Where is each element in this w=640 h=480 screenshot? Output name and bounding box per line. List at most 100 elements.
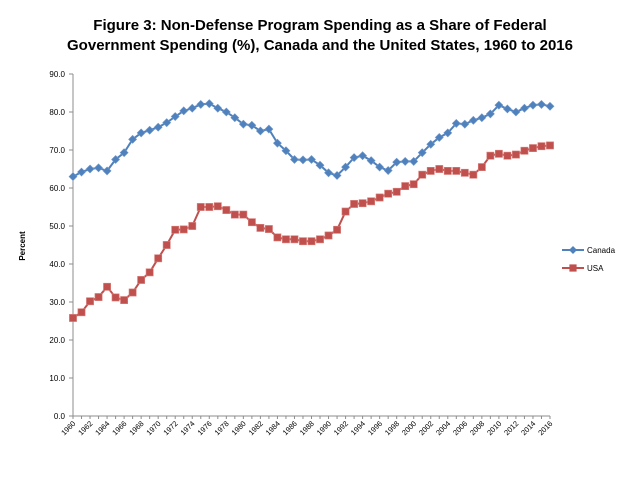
data-point [179, 106, 189, 116]
x-tick-label: 1990 [315, 419, 333, 437]
data-point [86, 297, 94, 306]
data-point [281, 146, 291, 156]
data-point [358, 151, 368, 161]
data-point [367, 197, 376, 206]
data-point [333, 225, 341, 234]
data-point [221, 107, 231, 117]
data-point [528, 100, 538, 110]
data-point [77, 167, 86, 177]
data-point [120, 296, 129, 304]
data-point [426, 167, 435, 175]
data-point [85, 164, 95, 174]
data-point [409, 156, 419, 166]
data-point [188, 222, 197, 230]
x-tick-label: 1986 [281, 419, 299, 437]
y-tick-label: 70.0 [49, 146, 65, 155]
x-tick-label: 2012 [502, 419, 520, 437]
x-tick-label: 1980 [230, 419, 248, 437]
data-point [375, 162, 385, 172]
data-point [418, 170, 427, 179]
data-point [273, 138, 282, 148]
x-tick-label: 1988 [298, 419, 316, 437]
data-point [469, 170, 478, 179]
data-point [358, 199, 367, 208]
legend-swatch-marker [569, 264, 577, 272]
data-point [366, 156, 376, 166]
legend-swatch-marker [569, 246, 577, 254]
chart-title-line-2: Government Spending (%), Canada and the … [67, 37, 573, 54]
legend-label: USA [587, 264, 604, 273]
x-tick-label: 2002 [417, 419, 435, 437]
data-point [187, 103, 197, 113]
data-point [545, 101, 555, 111]
x-tick-label: 2006 [451, 419, 469, 437]
y-tick-label: 90.0 [49, 70, 65, 79]
data-point [282, 235, 290, 244]
data-point [94, 293, 103, 301]
data-point [350, 200, 358, 208]
data-point [128, 288, 137, 297]
data-point [171, 225, 180, 234]
data-point [434, 133, 444, 142]
data-point [460, 168, 469, 177]
chart-title-line-1: Figure 3: Non-Defense Program Spending a… [93, 17, 547, 34]
data-point [316, 235, 324, 244]
data-point [128, 134, 138, 144]
legend-item-usa: USA [562, 264, 604, 273]
y-axis-title: Percent [18, 231, 27, 261]
data-point [145, 268, 154, 277]
data-point [230, 210, 239, 219]
data-point [486, 151, 495, 160]
data-point [417, 148, 427, 158]
x-tick-label: 1962 [76, 419, 94, 437]
data-point [502, 104, 512, 114]
data-point [392, 187, 401, 196]
data-point [153, 122, 163, 132]
x-tick-label: 2008 [468, 419, 486, 437]
data-point [273, 233, 282, 242]
data-point [213, 202, 222, 211]
data-point [392, 157, 402, 167]
data-point [298, 155, 308, 165]
data-point [426, 139, 436, 149]
y-tick-label: 30.0 [49, 298, 65, 307]
data-point [179, 225, 188, 234]
y-tick-label: 80.0 [49, 108, 65, 117]
data-point [546, 141, 554, 150]
data-point [485, 109, 495, 119]
legend-label: Canada [587, 246, 616, 255]
data-point [68, 172, 78, 182]
data-point [400, 156, 410, 166]
data-point [213, 103, 223, 113]
data-point [111, 293, 120, 302]
data-point [196, 203, 205, 211]
data-point [383, 166, 393, 175]
series-line [72, 144, 551, 319]
data-point [204, 99, 214, 109]
data-point [460, 119, 470, 129]
chart-title: Figure 3: Non-Defense Program Spending a… [0, 16, 640, 56]
data-point [307, 155, 316, 164]
data-point [102, 166, 112, 176]
data-point [170, 112, 180, 121]
x-tick-label: 1998 [383, 419, 401, 437]
y-tick-label: 20.0 [49, 336, 65, 345]
data-point [205, 203, 214, 211]
data-point [111, 155, 121, 164]
y-axis: 0.0 10.0 20.0 30.0 40.0 50.0 60.0 70.0 80.0 90.0 [49, 70, 74, 421]
y-tick-label: 40.0 [49, 260, 65, 269]
data-point [136, 128, 146, 138]
data-point [230, 113, 240, 123]
data-point [341, 207, 350, 216]
data-point [503, 151, 512, 160]
x-tick-label: 2010 [485, 419, 503, 437]
x-tick-label: 2016 [536, 419, 554, 437]
data-point [494, 149, 503, 158]
data-point [477, 113, 487, 123]
y-tick-label: 50.0 [49, 222, 65, 231]
data-point [537, 142, 546, 151]
data-point [238, 119, 248, 129]
x-tick-label: 1996 [366, 419, 384, 437]
x-tick-label: 1978 [213, 419, 231, 437]
